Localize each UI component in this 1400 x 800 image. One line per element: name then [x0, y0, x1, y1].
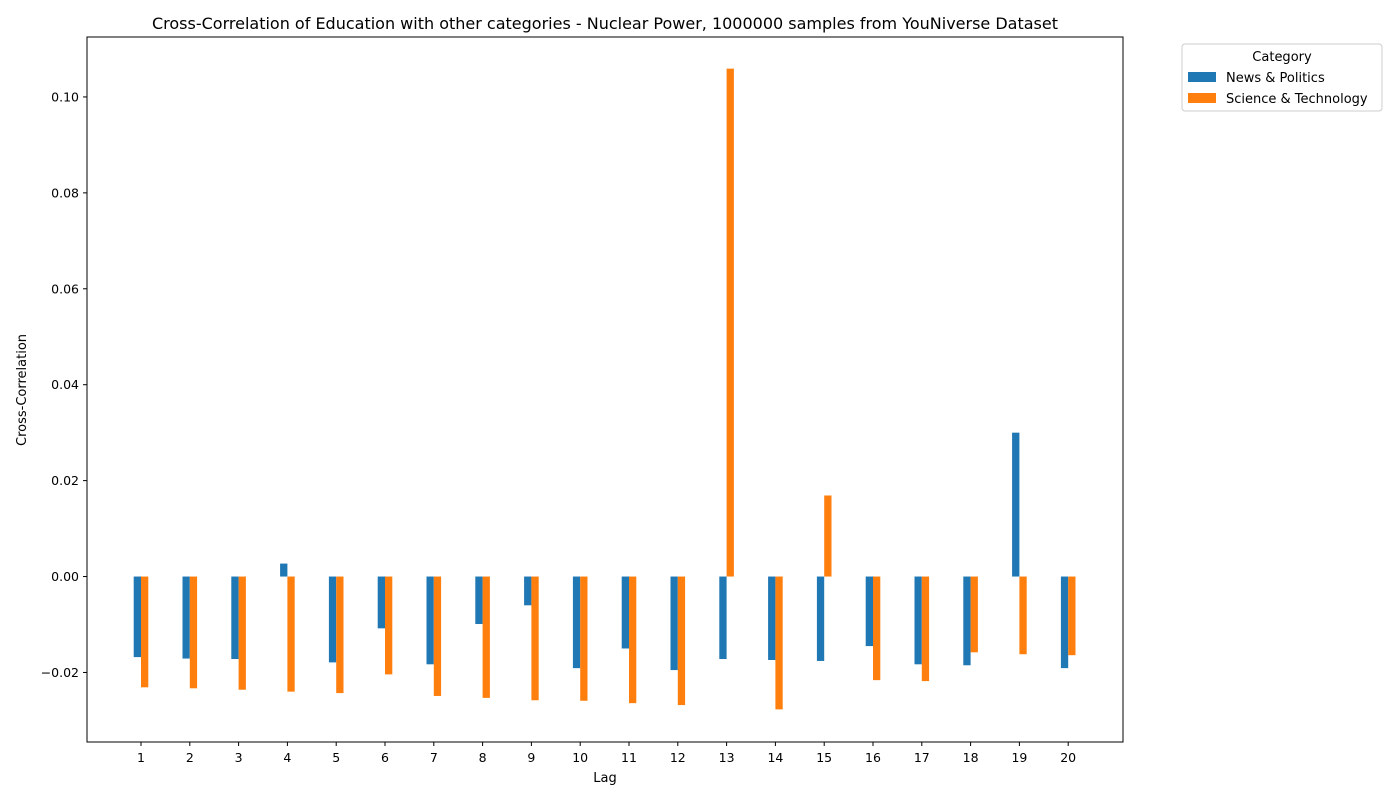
- bar-news-politics-lag-4: [280, 563, 288, 577]
- plot-area: 1 2 3 4 5 6 7 8 9 10 11 12 13 14 15 16 17 18 19 20 −0.020.0…: [41, 36, 1124, 765]
- x-tick-label: 12: [670, 750, 686, 765]
- bar-science-technology-lag-10: [580, 576, 588, 701]
- legend: Category News & Politics Science & Techno…: [1181, 43, 1383, 112]
- legend-label-science-technology: Science & Technology: [1226, 92, 1368, 107]
- bar-science-technology-lag-13: [726, 68, 734, 577]
- bar-science-technology-lag-11: [629, 576, 637, 704]
- x-axis-label: Lag: [593, 771, 616, 786]
- bar-news-politics-lag-7: [426, 576, 434, 665]
- x-tick-label: 16: [865, 750, 881, 765]
- bar-news-politics-lag-20: [1060, 576, 1069, 669]
- y-axis-label: Cross-Correlation: [15, 334, 30, 446]
- legend-title: Category: [1252, 50, 1312, 65]
- bar-news-politics-lag-14: [768, 576, 776, 660]
- bar-science-technology-lag-8: [482, 576, 490, 698]
- bar-science-technology-lag-14: [775, 576, 783, 710]
- y-tick-label: −0.02: [41, 665, 79, 680]
- bar-news-politics-lag-13: [719, 576, 727, 660]
- x-tick-label: 15: [816, 750, 832, 765]
- x-tick-label: 20: [1060, 750, 1076, 765]
- x-tick-label: 10: [572, 750, 588, 765]
- bar-science-technology-lag-15: [824, 495, 832, 577]
- bar-news-politics-lag-16: [865, 576, 873, 647]
- bar-news-politics-lag-17: [914, 576, 922, 665]
- bar-science-technology-lag-3: [238, 576, 246, 690]
- bar-science-technology-lag-18: [970, 576, 978, 653]
- x-tick-label: 9: [527, 750, 535, 765]
- bar-science-technology-lag-4: [287, 576, 295, 692]
- y-tick-label: 0.00: [51, 569, 79, 584]
- x-tick-label: 17: [914, 750, 930, 765]
- bar-science-technology-lag-6: [385, 576, 393, 675]
- chart-title: Cross-Correlation of Education with othe…: [152, 14, 1058, 33]
- bar-news-politics-lag-11: [621, 576, 629, 649]
- bar-news-politics-lag-9: [524, 576, 532, 606]
- legend-swatch-science-technology: [1188, 93, 1216, 103]
- bar-news-politics-lag-3: [231, 576, 239, 660]
- x-tick-label: 18: [963, 750, 979, 765]
- x-axis-ticks: 1 2 3 4 5 6 7 8 9 10 11 12 13 14 15 16 17 18 19 20: [137, 742, 1076, 765]
- bar-news-politics-lag-8: [475, 576, 483, 625]
- legend-swatch-news-politics: [1188, 72, 1216, 82]
- bar-news-politics-lag-6: [377, 576, 385, 629]
- x-tick-label: 2: [186, 750, 194, 765]
- bar-science-technology-lag-19: [1019, 576, 1027, 655]
- bars: [133, 68, 1076, 710]
- x-tick-label: 19: [1011, 750, 1027, 765]
- x-tick-label: 3: [235, 750, 243, 765]
- x-tick-label: 7: [430, 750, 438, 765]
- legend-items: News & Politics Science & Technology: [1188, 71, 1368, 107]
- bar-science-technology-lag-16: [873, 576, 881, 681]
- bar-news-politics-lag-18: [963, 576, 971, 666]
- bar-science-technology-lag-2: [189, 576, 198, 689]
- x-tick-label: 4: [283, 750, 291, 765]
- y-tick-label: 0.10: [51, 89, 79, 104]
- bar-news-politics-lag-15: [816, 576, 825, 661]
- bar-science-technology-lag-9: [531, 576, 539, 701]
- bar-science-technology-lag-17: [921, 576, 930, 682]
- bar-science-technology-lag-20: [1068, 576, 1076, 656]
- x-tick-label: 8: [479, 750, 487, 765]
- bar-news-politics-lag-10: [572, 576, 581, 669]
- bar-news-politics-lag-12: [670, 576, 678, 671]
- y-tick-label: 0.08: [51, 185, 79, 200]
- bar-science-technology-lag-5: [336, 576, 344, 694]
- bar-news-politics-lag-2: [182, 576, 190, 659]
- y-axis-ticks: −0.02 0.00 0.02 0.04 0.06 0.08 0.10: [41, 89, 87, 680]
- x-tick-label: 13: [719, 750, 735, 765]
- x-tick-label: 11: [621, 750, 637, 765]
- y-tick-label: 0.02: [51, 473, 79, 488]
- bar-science-technology-lag-1: [141, 576, 149, 688]
- x-tick-label: 14: [767, 750, 783, 765]
- y-tick-label: 0.06: [51, 281, 79, 296]
- bar-science-technology-lag-7: [433, 576, 442, 696]
- x-tick-label: 1: [137, 750, 145, 765]
- plot-frame: [86, 36, 1124, 743]
- legend-frame: [1181, 43, 1383, 112]
- bar-science-technology-lag-12: [677, 576, 686, 706]
- bar-news-politics-lag-1: [133, 576, 141, 658]
- x-tick-label: 5: [332, 750, 340, 765]
- x-tick-label: 6: [381, 750, 389, 765]
- y-tick-label: 0.04: [51, 377, 79, 392]
- bar-news-politics-lag-19: [1012, 432, 1020, 577]
- bar-news-politics-lag-5: [328, 576, 337, 663]
- legend-label-news-politics: News & Politics: [1226, 71, 1325, 86]
